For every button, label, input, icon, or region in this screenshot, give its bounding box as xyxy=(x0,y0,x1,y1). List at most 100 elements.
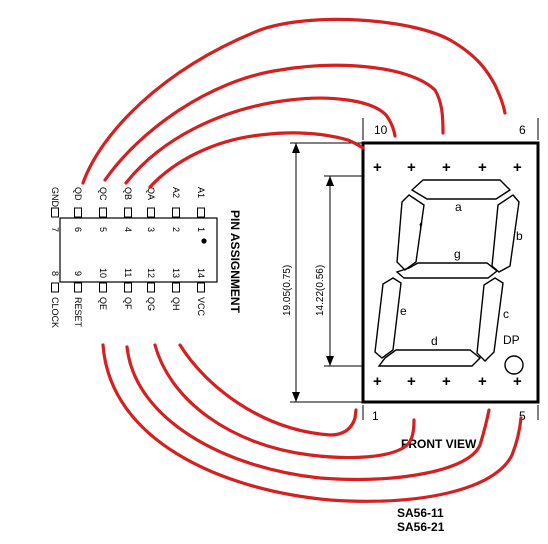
pin-name: QH xyxy=(171,297,181,311)
pin-10-label: 10 xyxy=(374,123,388,137)
display-body xyxy=(361,141,540,404)
wire-qa-to-display xyxy=(148,131,365,189)
pin-number: 2 xyxy=(171,227,181,232)
pin-number: 4 xyxy=(123,227,133,232)
segment-e xyxy=(374,277,402,359)
pin-name: QA xyxy=(146,187,156,200)
hand-drawn-wires xyxy=(81,17,523,503)
plus-mark: + xyxy=(407,373,416,390)
wire-qb-to-pin-10 xyxy=(124,96,397,185)
plus-marks-bottom: + + + + + xyxy=(373,373,522,390)
pin-lead xyxy=(172,282,180,293)
pin-lead xyxy=(197,282,205,293)
ic-bottom-pin: 8 CLOCK xyxy=(50,271,60,328)
pin-name: GND xyxy=(50,187,60,208)
ic-bottom-pins: 8 CLOCK 9 RESET 10 QE 11 QF 12 QG 13 QH 14 VCC xyxy=(50,268,206,328)
plus-mark: + xyxy=(478,373,487,390)
plus-mark: + xyxy=(442,159,451,176)
segment-label-a: a xyxy=(455,200,462,214)
wire-qf-to-bottom xyxy=(125,345,491,481)
part-number-2: SA56-21 xyxy=(397,520,445,534)
ic-top-pin: 5 QC xyxy=(98,187,108,232)
ic-top-pin: 3 QA xyxy=(146,187,156,232)
ic-top-pin: 1 A1 xyxy=(196,187,206,232)
segment-g xyxy=(395,262,499,279)
pin-number: 1 xyxy=(196,227,206,232)
pin-lead xyxy=(124,207,132,218)
pin-lead xyxy=(74,282,82,293)
pin-number: 14 xyxy=(196,268,206,278)
segment-label-d: d xyxy=(431,334,438,348)
wire-qh-to-pin-1 xyxy=(178,343,358,437)
plus-mark: + xyxy=(407,159,416,176)
pin-name: QB xyxy=(123,187,133,200)
segment-label-g: g xyxy=(454,247,461,261)
dimension-outer-label: 19.05(0.75) xyxy=(282,265,293,316)
pin-name: QD xyxy=(73,187,83,201)
pin-number: 10 xyxy=(98,268,108,278)
plus-mark: + xyxy=(373,373,382,390)
pin-6-label: 6 xyxy=(519,123,526,137)
ic-top-pin: 2 A2 xyxy=(171,187,181,232)
pin-1-label: 1 xyxy=(372,409,379,423)
ic-body xyxy=(59,217,218,283)
ic-bottom-pin: 13 QH xyxy=(171,268,181,311)
part-number-1: SA56-11 xyxy=(397,506,444,520)
pin-name: A2 xyxy=(171,187,181,198)
wire-qg-to-bottom xyxy=(153,343,416,460)
ic-bottom-pin: 14 VCC xyxy=(196,268,206,317)
pin-number: 11 xyxy=(123,268,133,277)
ic-bottom-pin: 11 QF xyxy=(123,268,133,310)
dimension-inner: 14.22(0.56) xyxy=(315,175,362,367)
pin-lead xyxy=(197,207,205,218)
pin-number: 12 xyxy=(146,268,156,278)
wire-qc-to-top xyxy=(103,63,445,182)
pin-lead xyxy=(172,207,180,218)
wire-qe-to-pin-5 xyxy=(101,343,523,503)
pin-name: VCC xyxy=(196,297,206,317)
pin-name: QE xyxy=(98,297,108,310)
pin-number: 6 xyxy=(73,227,83,232)
pin-name: RESET xyxy=(73,297,83,328)
pin-name: CLOCK xyxy=(50,297,60,328)
segment-label-f: f xyxy=(419,220,423,234)
pin-name: QC xyxy=(98,187,108,201)
ic-top-pins: 7 GND 6 QD 5 QC 4 QB 3 QA 2 A2 1 A1 xyxy=(50,187,206,232)
dimension-outer: 19.05(0.75) xyxy=(282,142,362,403)
pin-number: 8 xyxy=(50,271,60,276)
segment-label-e: e xyxy=(400,304,407,318)
plus-mark: + xyxy=(373,159,382,176)
plus-mark: + xyxy=(478,159,487,176)
plus-mark: + xyxy=(442,373,451,390)
segment-label-b: b xyxy=(516,229,523,243)
pin-number: 7 xyxy=(50,227,60,232)
pin-lead xyxy=(51,207,59,218)
pin-assignment-title: PIN ASSIGNMENT xyxy=(228,210,242,314)
plus-mark: + xyxy=(513,159,522,176)
pin-lead xyxy=(99,207,107,218)
pin-1-marker xyxy=(201,238,207,244)
segment-c xyxy=(476,277,504,362)
plus-marks-top: + + + + + xyxy=(373,159,522,176)
pin-number: 13 xyxy=(171,268,181,278)
pin-lead xyxy=(99,282,107,293)
pin-lead xyxy=(74,207,82,218)
pin-name: A1 xyxy=(196,187,206,198)
front-view-label: FRONT VIEW xyxy=(401,437,477,451)
decimal-point-label: DP xyxy=(503,333,520,347)
pin-lead xyxy=(147,282,155,293)
pin-number: 5 xyxy=(98,227,108,232)
segment-label-c: c xyxy=(503,307,509,321)
pin-number: 9 xyxy=(73,271,83,276)
decimal-point xyxy=(504,355,524,375)
wire-qd-to-pin-6 xyxy=(81,17,507,185)
segment-a xyxy=(410,179,512,200)
pin-lead xyxy=(51,282,59,293)
dimension-inner-label: 14.22(0.56) xyxy=(315,265,326,316)
pin-5-label: 5 xyxy=(519,409,526,423)
ic-bottom-pin: 10 QE xyxy=(98,268,108,310)
plus-mark: + xyxy=(513,373,522,390)
segment-b xyxy=(491,194,520,273)
